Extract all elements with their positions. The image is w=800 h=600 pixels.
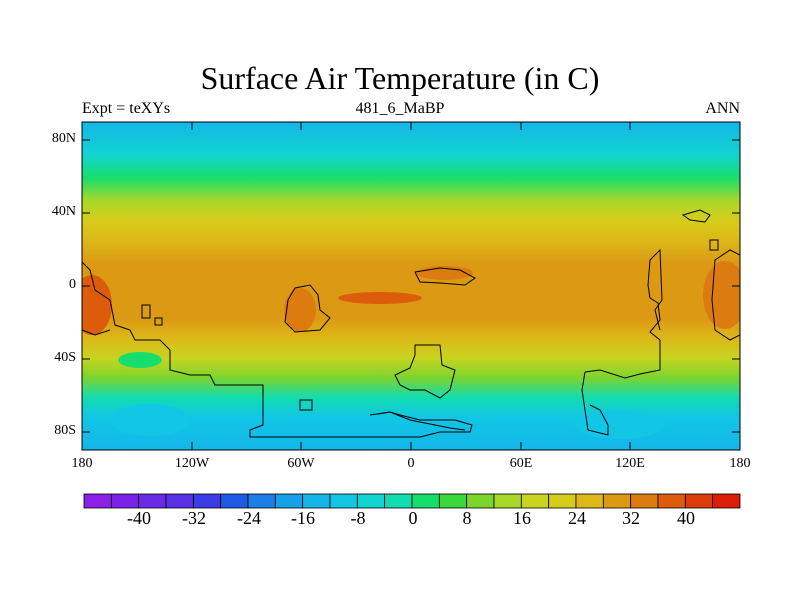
- warm-west-pacific: [82, 275, 112, 335]
- y-tick-label: 80N: [51, 131, 76, 146]
- y-tick-label: 80S: [54, 423, 76, 438]
- colorbar-swatch: [548, 493, 577, 509]
- colorbar-swatch: [466, 493, 495, 509]
- colorbar-label: -24: [237, 508, 261, 528]
- colorbar-label: -16: [291, 508, 315, 528]
- cool-south-pocket-east: [575, 411, 665, 439]
- coastlines: [81, 209, 741, 438]
- colorbar-label: 8: [462, 508, 472, 528]
- period-label: 481_6_MaBP: [355, 100, 445, 117]
- colorbar-swatch: [575, 493, 604, 509]
- colorbar: [83, 493, 741, 509]
- coast-east-edge: [711, 249, 741, 341]
- colorbar-swatch: [630, 493, 659, 509]
- coast-southwest: [81, 261, 473, 438]
- island-4: [681, 209, 711, 223]
- colorbar-swatch: [438, 493, 468, 509]
- x-tick-label: 120E: [615, 456, 645, 471]
- x-tick-label: 60W: [287, 456, 315, 471]
- colorbar-label: 32: [622, 508, 640, 528]
- experiment-label: Expt = teXYs: [82, 100, 171, 117]
- zonal-field: [82, 122, 740, 450]
- island-2: [154, 317, 163, 326]
- colorbar-swatch: [684, 493, 714, 509]
- x-tick-label: 180: [729, 456, 751, 471]
- colorbar-swatch: [302, 493, 331, 509]
- colorbar-label: 24: [568, 508, 586, 528]
- island-5: [709, 239, 719, 251]
- colorbar-label: 0: [408, 508, 418, 528]
- colorbar-swatch: [712, 493, 741, 509]
- warm-south-america: [284, 288, 316, 332]
- colorbar-swatch: [274, 493, 304, 509]
- colorbar-swatch: [384, 493, 413, 509]
- coast-southeast: [581, 371, 609, 436]
- colorbar-swatch: [83, 493, 112, 509]
- colorbar-swatch: [602, 493, 632, 509]
- island-1: [141, 304, 151, 319]
- colorbar-swatch: [220, 493, 249, 509]
- coast-east-continent: [584, 248, 663, 379]
- x-tick-label: 0: [407, 456, 415, 471]
- coast-south-america: [284, 284, 331, 333]
- colorbar-swatch: [247, 493, 276, 509]
- temperature-field: [82, 122, 740, 450]
- colorbar-swatch: [356, 493, 386, 509]
- colorbar-swatch: [165, 493, 194, 509]
- colorbar-label: 40: [677, 508, 695, 528]
- season-label: ANN: [705, 100, 740, 117]
- y-tick-label: 40S: [54, 350, 76, 365]
- colorbar-label: -8: [350, 508, 366, 528]
- warm-east-landmass: [703, 261, 740, 329]
- map-title: Surface Air Temperature (in C): [200, 60, 600, 96]
- colorbar-swatch: [657, 493, 686, 509]
- colorbar-swatch: [110, 493, 140, 509]
- colorbar-label: 16: [513, 508, 531, 528]
- colorbar-swatch: [192, 493, 222, 509]
- colorbar-swatch: [520, 493, 550, 509]
- colorbar-swatch: [493, 493, 522, 509]
- y-tick-label: 40N: [51, 204, 76, 219]
- colorbar-label: -40: [127, 508, 151, 528]
- coast-antarctic-peninsula: [369, 411, 466, 431]
- coast-africa: [414, 267, 476, 286]
- y-tick-label: 0: [69, 277, 76, 292]
- x-tick-label: 180: [71, 456, 93, 471]
- warm-streak: [338, 292, 422, 304]
- colorbar-swatch: [138, 493, 167, 509]
- colorbar-swatch: [411, 493, 440, 509]
- colorbar-swatch: [329, 493, 358, 509]
- colorbar-label: -32: [182, 508, 206, 528]
- coast-west-edge: [81, 329, 111, 336]
- tick-marks: [81, 122, 741, 450]
- x-tick-label: 60E: [509, 456, 533, 471]
- cool-south-pocket: [110, 404, 190, 436]
- cool-south-green: [118, 352, 162, 368]
- x-tick-label: 120W: [174, 456, 210, 471]
- coast-southern-continent: [394, 344, 456, 399]
- island-3: [299, 399, 313, 411]
